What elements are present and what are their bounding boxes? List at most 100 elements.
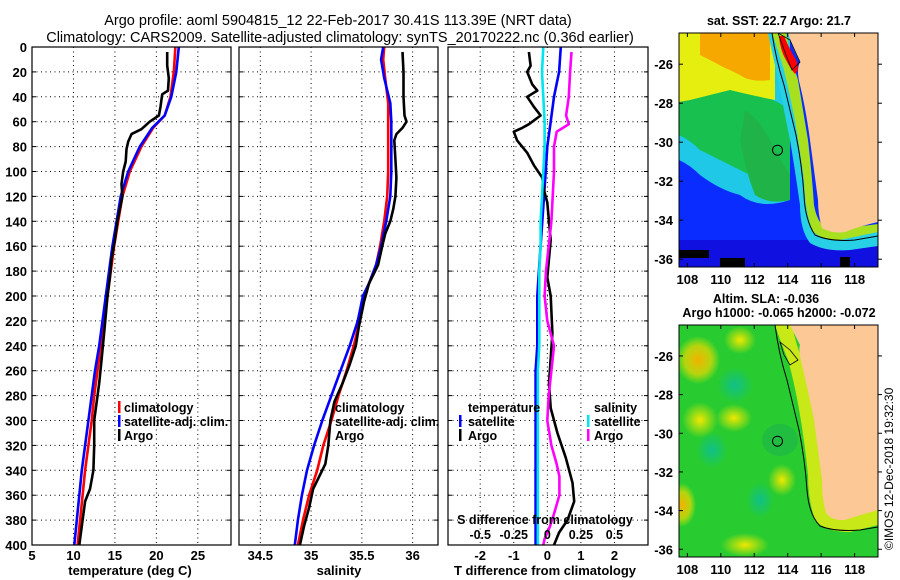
x-tick-label: 5	[28, 548, 35, 563]
sla-map-frame	[678, 324, 879, 558]
sla-map-title-line2: Argo h1000: -0.065 h2000: -0.072	[682, 306, 875, 320]
series-line-t-argo	[512, 51, 576, 545]
lon-tick-label: 116	[811, 562, 832, 577]
legend-heading-salinity: salinity	[594, 401, 637, 415]
legend-swatch-t-argo	[459, 429, 462, 441]
lon-tick-label: 108	[677, 272, 699, 287]
legend-label-satellite-adj: satellite-adj. clim.	[124, 415, 228, 429]
legend-label-t-satellite: satellite	[468, 415, 515, 429]
s-difference-tick-labels: -0.5 -0.25 0 0.25 0.5	[469, 528, 623, 542]
depth-tick-label: 40	[13, 90, 27, 105]
lat-tick-label: -32	[654, 465, 673, 480]
x-tick-label: 1	[577, 548, 584, 563]
x-tick-label: 10	[66, 548, 80, 563]
legend-swatch-climatology	[118, 401, 121, 413]
lat-tick-label: -36	[654, 542, 673, 557]
salinity-legend: climatology satellite-adj. clim. Argo	[335, 401, 439, 443]
t-difference-xlabel: T difference from climatology	[454, 563, 637, 578]
depth-tick-label: 300	[5, 414, 27, 429]
depth-tick-label: 140	[5, 214, 27, 229]
salinity-panel: 34.5 35 35.5 36 salinity climatology satell…	[238, 46, 439, 578]
x-tick-label: 36	[405, 548, 419, 563]
legend-swatch-argo	[118, 429, 121, 441]
difference-panel: -2 -1 0 1 2 T difference from climatology S …	[447, 46, 649, 578]
lat-tick-label: -26	[654, 57, 673, 72]
temperature-series	[73, 47, 181, 545]
lon-tick-label: 118	[844, 272, 865, 287]
x-tick-label: 15	[108, 548, 122, 563]
legend-label-satellite-adj: satellite-adj. clim.	[335, 415, 439, 429]
difference-legend: temperature satellite Argo salinity sate…	[459, 401, 641, 443]
series-line-t-satellite	[534, 47, 563, 545]
series-line-satellite-adj-clim-	[73, 47, 181, 545]
x-tick-label: -2	[474, 548, 486, 563]
x-tick-label: 0	[544, 548, 551, 563]
legend-label-climatology: climatology	[124, 401, 194, 415]
depth-tick-label: 60	[13, 115, 27, 130]
lat-tick-label: -34	[654, 213, 674, 228]
salinity-tick-labels: 34.5 35 35.5 36	[248, 548, 420, 563]
depth-tick-label: 80	[13, 140, 27, 155]
series-line-s-satellite	[536, 47, 546, 545]
isobath-contour	[774, 325, 878, 531]
isobath-contour	[771, 33, 878, 241]
depth-tick-label: 320	[5, 438, 27, 453]
temperature-xlabel: temperature (deg C)	[68, 563, 192, 578]
salinity-axes-frame	[238, 46, 439, 546]
depth-tick-label: 240	[5, 339, 27, 354]
legend-swatch-t-satellite	[459, 415, 462, 427]
temperature-grid	[32, 47, 231, 545]
sst-map-field	[679, 33, 878, 267]
difference-grid	[448, 47, 648, 545]
s-difference-tick-label: 0.25	[569, 528, 593, 542]
lat-tick-label: -28	[654, 96, 673, 111]
legend-swatch-satellite-adj	[118, 415, 121, 427]
salinity-xlabel: salinity	[317, 563, 363, 578]
depth-tick-label: 260	[5, 364, 27, 379]
depth-tick-label: 400	[5, 538, 27, 553]
lat-tick-label: -30	[654, 135, 673, 150]
difference-series	[512, 47, 576, 545]
salinity-grid	[239, 47, 438, 545]
lat-tick-label: -30	[654, 426, 673, 441]
legend-swatch-s-argo	[587, 429, 590, 441]
temperature-axes-frame	[31, 46, 232, 546]
temperature-tick-labels: 5 10 15 20 25	[28, 548, 205, 563]
legend-heading-temperature: temperature	[468, 401, 540, 415]
series-line-s-argo	[542, 51, 573, 545]
sla-map-lat-ticks: -26 -28 -30 -32 -34 -36	[654, 349, 882, 557]
t-difference-tick-labels: -2 -1 0 1 2	[474, 548, 618, 563]
sst-map-lat-ticks: -26 -28 -30 -32 -34 -36	[654, 57, 882, 267]
temperature-legend: climatology satellite-adj. clim. Argo	[118, 401, 228, 443]
depth-tick-label: 360	[5, 488, 27, 503]
s-difference-tick-label: -0.5	[469, 528, 491, 542]
land-australia	[790, 325, 878, 521]
lat-tick-label: -36	[654, 252, 673, 267]
depth-tick-label: 220	[5, 314, 27, 329]
series-line-argo	[78, 52, 171, 545]
lat-tick-label: -32	[654, 174, 673, 189]
profile-location-marker	[771, 435, 783, 447]
lon-tick-label: 108	[677, 562, 699, 577]
sst-map: sat. SST: 22.7 Argo: 21.7 108	[654, 14, 882, 287]
sst-map-lon-ticks: 108 110 112 114 116 118	[677, 33, 865, 287]
lon-tick-label: 114	[777, 272, 799, 287]
lon-tick-label: 110	[710, 562, 731, 577]
x-tick-label: 35.5	[349, 548, 374, 563]
land-australia	[788, 33, 878, 233]
lon-tick-label: 114	[777, 562, 799, 577]
x-tick-label: -1	[508, 548, 520, 563]
depth-tick-label: 20	[13, 65, 27, 80]
depth-tick-label: 160	[5, 239, 27, 254]
depth-tick-label: 180	[5, 264, 27, 279]
depth-tick-label: 340	[5, 463, 27, 478]
legend-label-argo: Argo	[335, 429, 365, 443]
series-line-argo	[298, 51, 408, 545]
x-tick-label: 35	[304, 548, 318, 563]
sla-map-title-line1: Altim. SLA: -0.036	[713, 292, 819, 306]
profile-location-marker	[771, 144, 783, 156]
lon-tick-label: 116	[811, 272, 832, 287]
lon-tick-label: 112	[744, 272, 765, 287]
legend-label-argo: Argo	[124, 429, 154, 443]
